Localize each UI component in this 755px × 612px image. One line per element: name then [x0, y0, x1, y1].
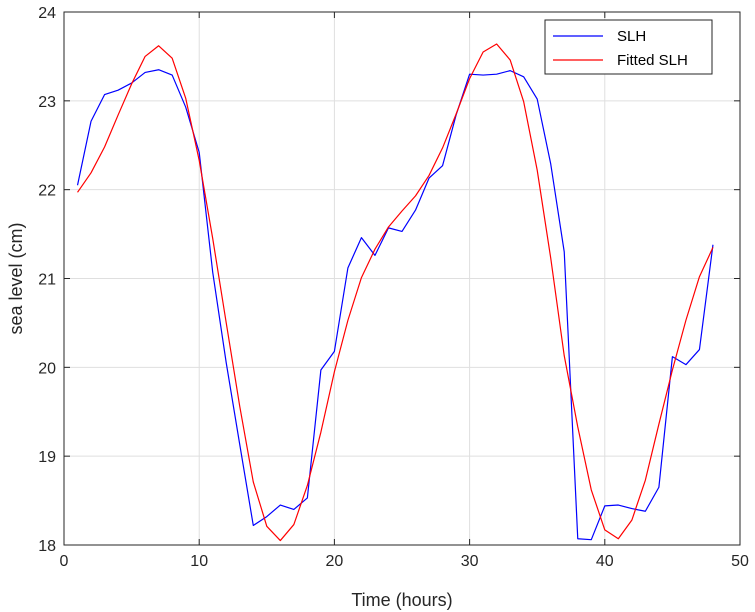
x-tick-label: 20	[326, 553, 344, 570]
x-axis-label: Time (hours)	[351, 590, 452, 610]
y-tick-label: 24	[38, 5, 56, 22]
x-tick-label: 30	[461, 553, 479, 570]
legend-label-fitted-slh: Fitted SLH	[617, 52, 688, 69]
y-tick-label: 20	[38, 360, 56, 377]
legend-box	[544, 19, 713, 75]
x-tick-label: 40	[596, 553, 614, 570]
legend-label-slh: SLH	[617, 28, 646, 45]
y-tick-label: 23	[38, 94, 56, 111]
series-lines	[76, 43, 714, 542]
y-tick-label: 21	[38, 272, 56, 289]
y-tick-label: 22	[38, 183, 56, 200]
y-axis-label: sea level (cm)	[6, 222, 26, 334]
legend: SLH Fitted SLH	[544, 19, 713, 75]
series-line-fitted-slh	[77, 43, 714, 542]
x-tick-label: 50	[731, 553, 749, 570]
x-tick-label: 10	[190, 553, 208, 570]
series-line-slh	[76, 69, 714, 541]
grid-lines	[64, 12, 740, 545]
y-tick-label: 19	[38, 449, 56, 466]
axis-ticks: 0 10 20 30 40 50 18 19 20 21 22 23 24	[38, 5, 749, 570]
x-tick-label: 0	[60, 553, 69, 570]
y-tick-label: 18	[38, 538, 56, 555]
